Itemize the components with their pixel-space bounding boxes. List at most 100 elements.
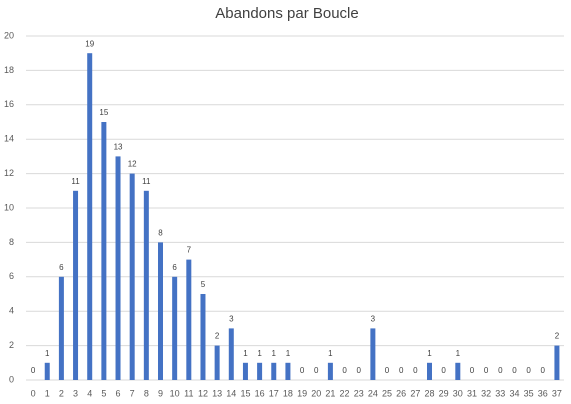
x-tick-label: 32 [481, 388, 491, 398]
value-label: 0 [413, 366, 418, 375]
bar [554, 345, 560, 380]
bar [115, 156, 121, 380]
value-label: 0 [470, 366, 475, 375]
value-label: 0 [300, 366, 305, 375]
x-tick-label: 5 [101, 388, 106, 398]
x-tick-label: 30 [453, 388, 463, 398]
value-label: 0 [356, 366, 361, 375]
y-tick-label: 4 [9, 306, 14, 316]
x-tick-label: 16 [255, 388, 265, 398]
x-tick-label: 37 [552, 388, 562, 398]
x-tick-label: 3 [73, 388, 78, 398]
value-label: 8 [158, 229, 163, 238]
value-label: 12 [128, 160, 137, 169]
y-tick-label: 12 [4, 168, 14, 178]
bar [242, 362, 248, 380]
value-label: 1 [328, 349, 333, 358]
y-tick-label: 8 [9, 237, 14, 247]
bar [158, 242, 163, 380]
x-tick-label: 21 [325, 388, 335, 398]
x-tick-label: 26 [396, 388, 406, 398]
x-tick-label: 33 [495, 388, 505, 398]
x-tick-label: 9 [158, 388, 163, 398]
bar [87, 53, 93, 380]
y-tick-label: 10 [4, 202, 14, 212]
value-label: 0 [399, 366, 404, 375]
value-label: 2 [555, 332, 560, 341]
value-label: 13 [114, 143, 123, 152]
bar [143, 190, 149, 380]
value-label: 0 [441, 366, 446, 375]
value-label: 0 [31, 366, 36, 375]
x-tick-label: 36 [538, 388, 548, 398]
value-label: 1 [45, 349, 50, 358]
y-tick-label: 20 [4, 30, 14, 40]
bar [44, 362, 50, 380]
y-tick-label: 6 [9, 271, 14, 281]
value-label: 0 [484, 366, 489, 375]
bar [58, 276, 64, 380]
value-label: 1 [272, 349, 277, 358]
y-tick-label: 0 [9, 374, 14, 384]
x-tick-label: 18 [283, 388, 293, 398]
bar [101, 122, 107, 380]
bar [455, 362, 461, 380]
x-tick-label: 11 [184, 388, 193, 398]
value-label: 0 [498, 366, 503, 375]
x-tick-label: 0 [31, 388, 36, 398]
value-label: 6 [59, 263, 64, 272]
x-tick-label: 27 [410, 388, 420, 398]
bar [271, 362, 277, 380]
y-tick-label: 14 [4, 134, 14, 144]
x-tick-label: 35 [524, 388, 534, 398]
value-label: 0 [342, 366, 347, 375]
x-tick-label: 1 [45, 388, 50, 398]
bar [228, 328, 234, 380]
x-tick-label: 14 [226, 388, 236, 398]
value-label: 0 [512, 366, 517, 375]
x-tick-label: 13 [212, 388, 222, 398]
value-label: 0 [314, 366, 319, 375]
y-tick-label: 18 [4, 65, 14, 75]
x-tick-label: 34 [509, 388, 519, 398]
x-tick-label: 4 [87, 388, 92, 398]
value-label: 0 [385, 366, 390, 375]
bar [200, 294, 206, 380]
x-tick-label: 19 [297, 388, 307, 398]
x-tick-label: 24 [368, 388, 378, 398]
value-label: 0 [541, 366, 546, 375]
x-tick-label: 6 [116, 388, 121, 398]
x-tick-label: 2 [59, 388, 64, 398]
x-tick-label: 15 [240, 388, 250, 398]
chart-title: Abandons par Boucle [215, 5, 358, 22]
bar [427, 362, 432, 380]
x-tick-label: 12 [198, 388, 208, 398]
x-tick-label: 22 [340, 388, 350, 398]
x-tick-label: 7 [130, 388, 135, 398]
value-label: 1 [286, 349, 291, 358]
value-label: 19 [85, 39, 94, 48]
value-label: 2 [215, 332, 220, 341]
value-label: 15 [99, 108, 108, 117]
bar [327, 362, 333, 380]
x-tick-label: 23 [354, 388, 364, 398]
value-label: 5 [201, 280, 206, 289]
value-label: 6 [172, 263, 177, 272]
y-tick-label: 2 [9, 340, 14, 350]
value-label: 11 [71, 177, 80, 186]
x-tick-label: 10 [170, 388, 180, 398]
x-tick-label: 25 [382, 388, 392, 398]
x-tick-label: 28 [424, 388, 434, 398]
bar [186, 259, 192, 380]
value-label: 1 [427, 349, 432, 358]
value-label: 0 [526, 366, 531, 375]
bar [172, 276, 178, 380]
x-tick-label: 20 [311, 388, 321, 398]
value-label: 1 [456, 349, 461, 358]
value-label: 11 [142, 177, 151, 186]
bar [73, 190, 79, 380]
value-label: 7 [187, 246, 192, 255]
value-label: 1 [243, 349, 248, 358]
bar [257, 362, 263, 380]
